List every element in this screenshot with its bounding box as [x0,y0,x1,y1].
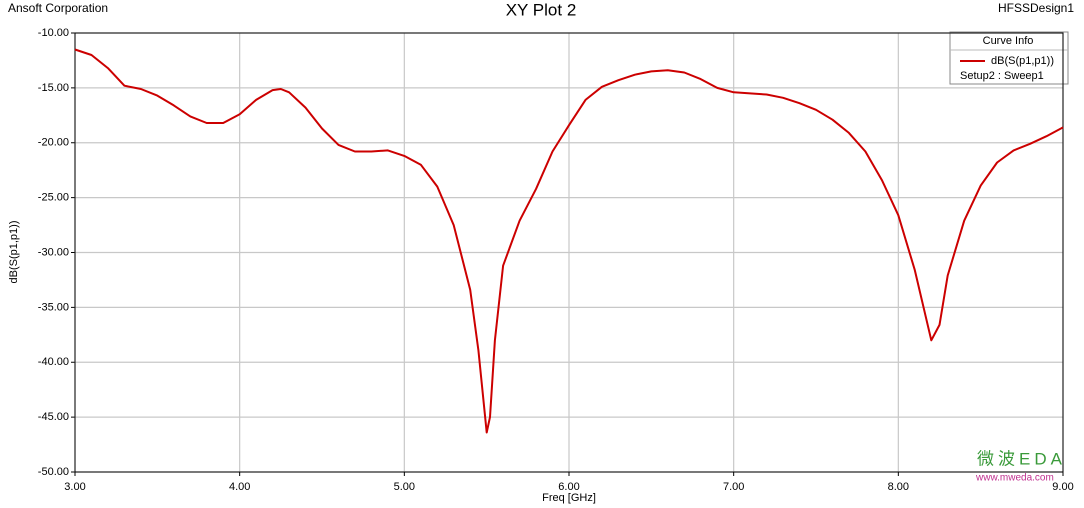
plot-frame [74,32,1064,473]
y-tick-label: -50.00 [38,466,69,478]
x-tick-label: 8.00 [888,481,909,493]
x-tick-label: 7.00 [723,481,744,493]
y-axis-label: dB(S(p1,p1)) [8,221,20,284]
legend-entry: dB(S(p1,p1)) [991,55,1054,67]
watermark-url: www.mweda.com [975,473,1054,484]
company-label: Ansoft Corporation [8,1,108,15]
x-tick-label: 5.00 [394,481,415,493]
legend-title: Curve Info [983,35,1034,47]
x-tick-label: 9.00 [1052,481,1073,493]
x-tick-label: 3.00 [64,481,85,493]
chart-title: XY Plot 2 [506,0,577,19]
legend-subtitle: Setup2 : Sweep1 [960,70,1044,82]
x-tick-label: 6.00 [558,481,579,493]
x-tick-label: 4.00 [229,481,250,493]
y-tick-label: -20.00 [38,137,69,149]
series-line [74,48,1064,434]
watermark: 微波EDA [977,449,1066,468]
y-tick-label: -10.00 [38,27,69,39]
y-tick-label: -15.00 [38,82,69,94]
x-axis-label: Freq [GHz] [542,492,596,504]
y-tick-label: -45.00 [38,411,69,423]
y-tick-label: -30.00 [38,246,69,258]
design-label: HFSSDesign1 [998,1,1074,15]
legend-box [949,31,1069,85]
y-tick-label: -25.00 [38,192,69,204]
y-tick-label: -40.00 [38,356,69,368]
y-tick-label: -35.00 [38,301,69,313]
